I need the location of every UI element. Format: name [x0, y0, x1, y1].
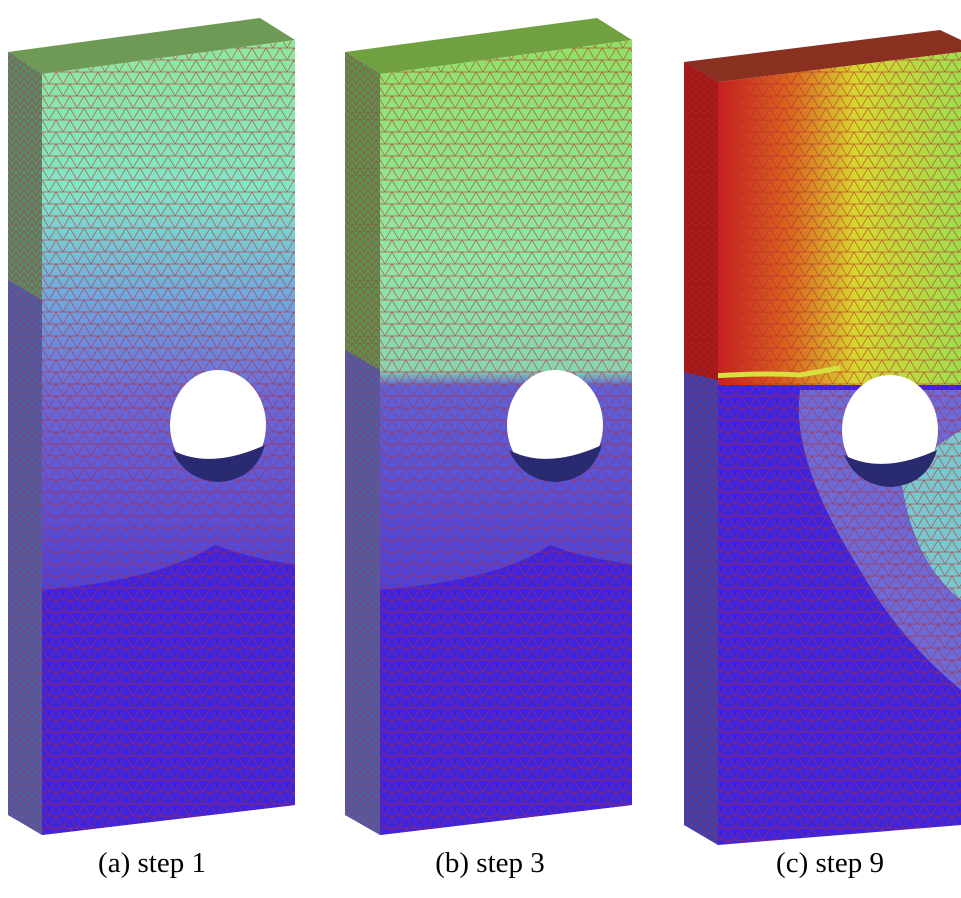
side-mesh — [8, 52, 42, 835]
front-face — [42, 30, 302, 840]
front-face — [380, 30, 640, 840]
side-mesh — [684, 62, 718, 845]
page: (a) step 1 (b) step 3 (c) step 9 (() => … — [0, 0, 961, 898]
side-mesh — [345, 52, 380, 835]
figure: (a) step 1 (b) step 3 (c) step 9 — [0, 0, 961, 898]
caption: (a) step 1 — [98, 847, 206, 879]
panel-c — [684, 30, 961, 855]
front-face — [684, 40, 961, 855]
caption: (b) step 3 — [435, 847, 545, 879]
caption: (c) step 9 — [776, 847, 884, 879]
panel-a — [8, 18, 302, 840]
panel-b — [345, 18, 640, 840]
